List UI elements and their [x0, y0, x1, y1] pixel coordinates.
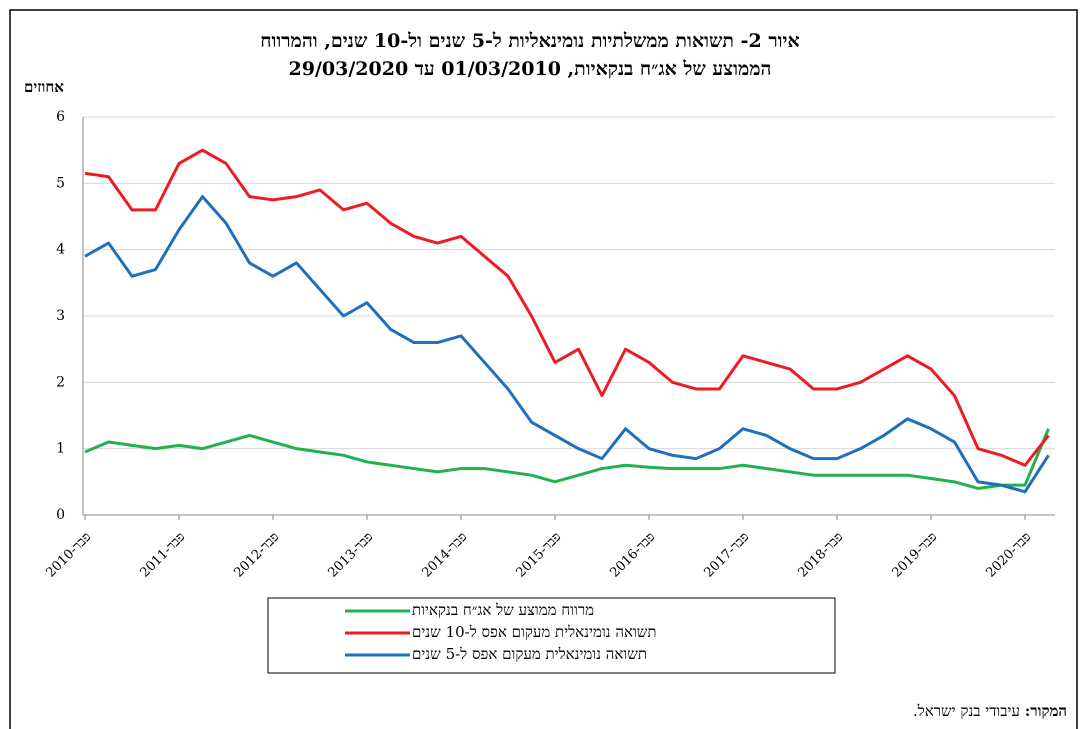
- series-line: [84, 195, 1050, 494]
- x-tick-label: פבר-2011: [137, 530, 188, 581]
- legend-label: תשואה נומינאלית מעקום אפס ל-10 שנים: [412, 623, 657, 641]
- y-tick-label: 4: [56, 242, 65, 258]
- x-tick-label: פבר-2017: [701, 530, 752, 581]
- y-tick-label: 5: [56, 175, 65, 191]
- x-tick-label: פבר-2012: [231, 530, 282, 581]
- series-line: [84, 428, 1050, 490]
- x-tick-label: פבר-2019: [889, 530, 940, 581]
- y-tick-label: 0: [56, 507, 65, 523]
- legend-label: מרווח ממוצע של אג״ח בנקאיות: [412, 601, 595, 619]
- legend-box: [267, 597, 836, 674]
- y-tick-label: 2: [56, 374, 65, 390]
- x-tick-label: פבר-2018: [795, 530, 846, 581]
- x-tick-label: פבר-2014: [419, 530, 470, 581]
- x-tick-label: פבר-2016: [607, 530, 658, 581]
- x-tick-label: פבר-2013: [325, 530, 376, 581]
- source: המקור: עיבודי בנק ישראל.: [913, 702, 1067, 721]
- series-line: [84, 148, 1050, 467]
- source-text: עיבודי בנק ישראל.: [912, 702, 1020, 720]
- x-tick-label: פבר-2015: [513, 530, 564, 581]
- chart-subtitle: הממוצע של אג״ח בנקאיות, 01/03/2010 עד 29…: [288, 58, 772, 80]
- legend-label: תשואה נומינאלית מעקום אפס ל-5 שנים: [412, 645, 648, 663]
- x-tick-label: פבר-2020: [983, 530, 1034, 581]
- y-axis-label: אחוזים: [24, 78, 64, 96]
- y-tick-label: 1: [56, 441, 65, 457]
- y-tick-label: 6: [56, 109, 65, 125]
- y-tick-label: 3: [56, 308, 65, 324]
- frame: [9, 9, 1078, 729]
- x-tick-label: פבר-2010: [43, 530, 94, 581]
- chart-title: איור 2- תשואות ממשלתיות נומינאליות ל-5 ש…: [260, 30, 800, 52]
- source-label: המקור:: [1024, 702, 1067, 720]
